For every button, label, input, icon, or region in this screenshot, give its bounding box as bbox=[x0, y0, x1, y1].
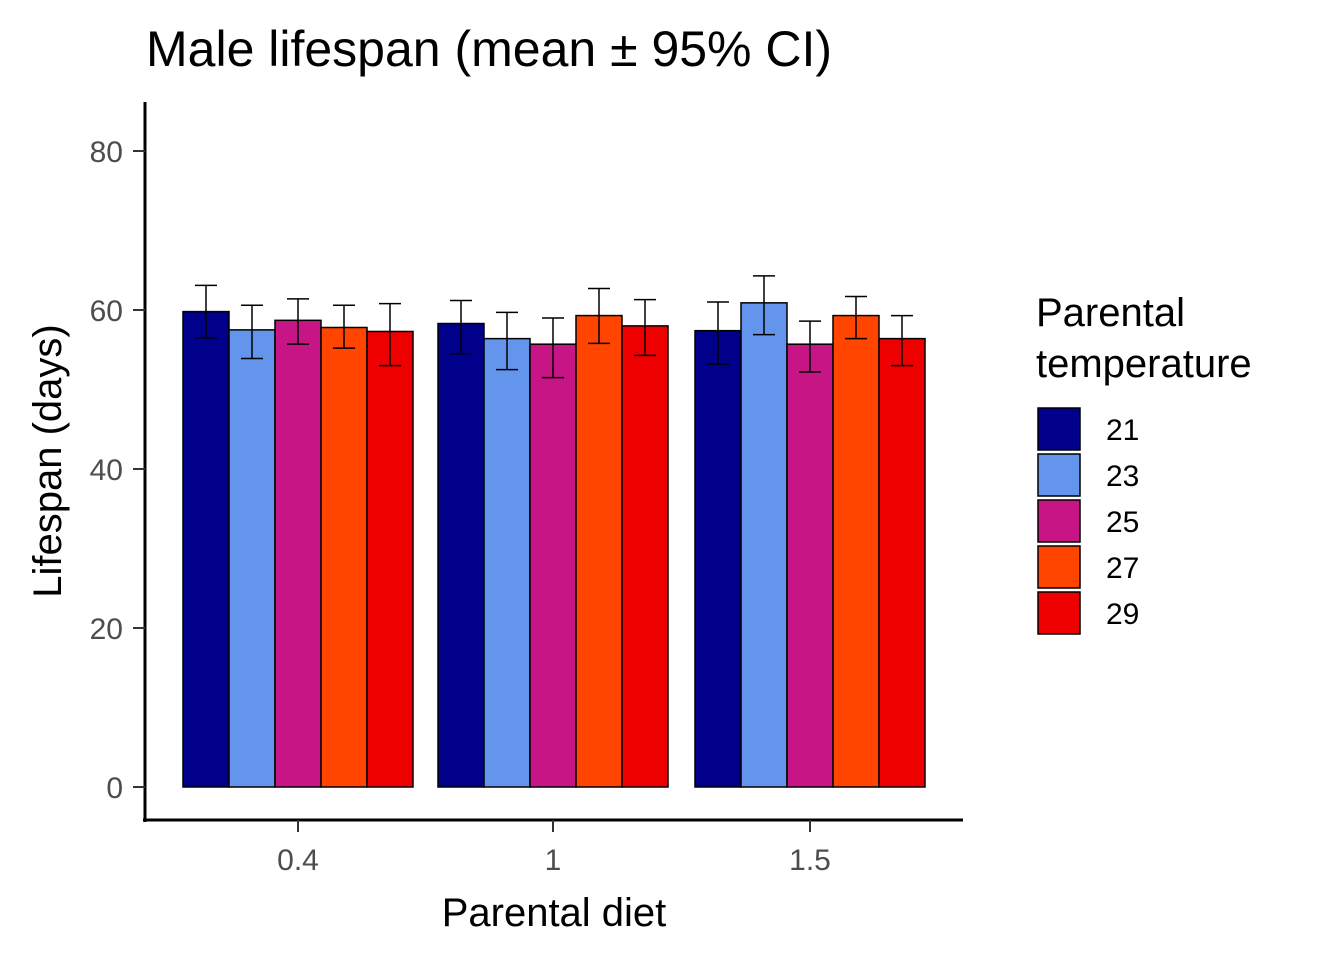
legend-label-27: 27 bbox=[1106, 552, 1139, 585]
x-axis-title: Parental diet bbox=[442, 891, 667, 935]
legend-swatch-23 bbox=[1037, 453, 1081, 497]
bar-27-diet-1.5 bbox=[832, 314, 880, 788]
x-tick-label-0.4: 0.4 bbox=[277, 844, 319, 877]
bar-27-diet-0.4 bbox=[320, 326, 368, 788]
error-bar-27-diet-1 bbox=[588, 287, 610, 345]
legend-title-line-2: temperature bbox=[1036, 342, 1252, 386]
error-bar-29-diet-1.5 bbox=[891, 314, 913, 367]
legend-items: 21 23 25 27 29 bbox=[1037, 407, 1139, 635]
error-bar-21-diet-0.4 bbox=[195, 284, 217, 339]
bar-23-diet-0.4 bbox=[228, 329, 276, 788]
error-bar-21-diet-1.5 bbox=[707, 301, 729, 365]
error-bar-25-diet-0.4 bbox=[287, 298, 309, 345]
error-bar-29-diet-0.4 bbox=[379, 302, 401, 367]
legend-label-23: 23 bbox=[1106, 460, 1139, 493]
error-bar-29-diet-1 bbox=[634, 298, 656, 357]
bar-29-diet-0.4 bbox=[366, 330, 414, 788]
error-bar-23-diet-0.4 bbox=[241, 304, 263, 360]
bar-29-diet-1 bbox=[621, 325, 669, 788]
error-bar-27-diet-0.4 bbox=[333, 304, 355, 349]
bar-23-diet-1.5 bbox=[740, 302, 788, 788]
y-tick-label-80: 80 bbox=[90, 136, 123, 169]
x-ticks: 0.4 1 1.5 bbox=[277, 820, 831, 877]
error-bar-23-diet-1.5 bbox=[753, 275, 775, 336]
legend-swatch-27 bbox=[1037, 545, 1081, 589]
bar-23-diet-1 bbox=[483, 337, 531, 788]
y-axis-title: Lifespan (days) bbox=[26, 324, 70, 597]
error-bars-layer bbox=[195, 275, 913, 379]
x-tick-label-1: 1 bbox=[545, 844, 562, 877]
error-bar-27-diet-1.5 bbox=[845, 295, 867, 340]
legend-label-25: 25 bbox=[1106, 506, 1139, 539]
plot-area: 0 20 40 60 80 0.4 1 1.5 bbox=[90, 102, 963, 877]
error-bar-23-diet-1 bbox=[496, 311, 518, 371]
legend-title-line-1: Parental bbox=[1036, 291, 1185, 335]
y-tick-label-20: 20 bbox=[90, 613, 123, 646]
legend-label-21: 21 bbox=[1106, 414, 1139, 447]
y-tick-label-60: 60 bbox=[90, 295, 123, 328]
y-tick-label-0: 0 bbox=[106, 772, 123, 805]
bar-21-diet-1.5 bbox=[694, 329, 742, 788]
chart-title: Male lifespan (mean ± 95% CI) bbox=[146, 21, 832, 77]
bar-21-diet-0.4 bbox=[182, 310, 230, 788]
error-bar-21-diet-1 bbox=[450, 299, 472, 355]
bar-29-diet-1.5 bbox=[878, 337, 926, 788]
legend: Parental temperature 21 23 25 27 29 bbox=[1036, 291, 1252, 635]
x-tick-label-1.5: 1.5 bbox=[789, 844, 831, 877]
y-ticks: 0 20 40 60 80 bbox=[90, 136, 145, 805]
error-bar-25-diet-1.5 bbox=[799, 320, 821, 373]
legend-label-29: 29 bbox=[1106, 598, 1139, 631]
bars-layer bbox=[182, 302, 926, 788]
bar-25-diet-1 bbox=[529, 343, 577, 788]
legend-swatch-21 bbox=[1037, 407, 1081, 451]
bar-21-diet-1 bbox=[437, 322, 485, 788]
bar-25-diet-1.5 bbox=[786, 343, 834, 788]
y-tick-label-40: 40 bbox=[90, 454, 123, 487]
error-bar-25-diet-1 bbox=[542, 317, 564, 379]
bar-27-diet-1 bbox=[575, 314, 623, 788]
legend-swatch-25 bbox=[1037, 499, 1081, 543]
legend-swatch-29 bbox=[1037, 591, 1081, 635]
bar-25-diet-0.4 bbox=[274, 319, 322, 788]
